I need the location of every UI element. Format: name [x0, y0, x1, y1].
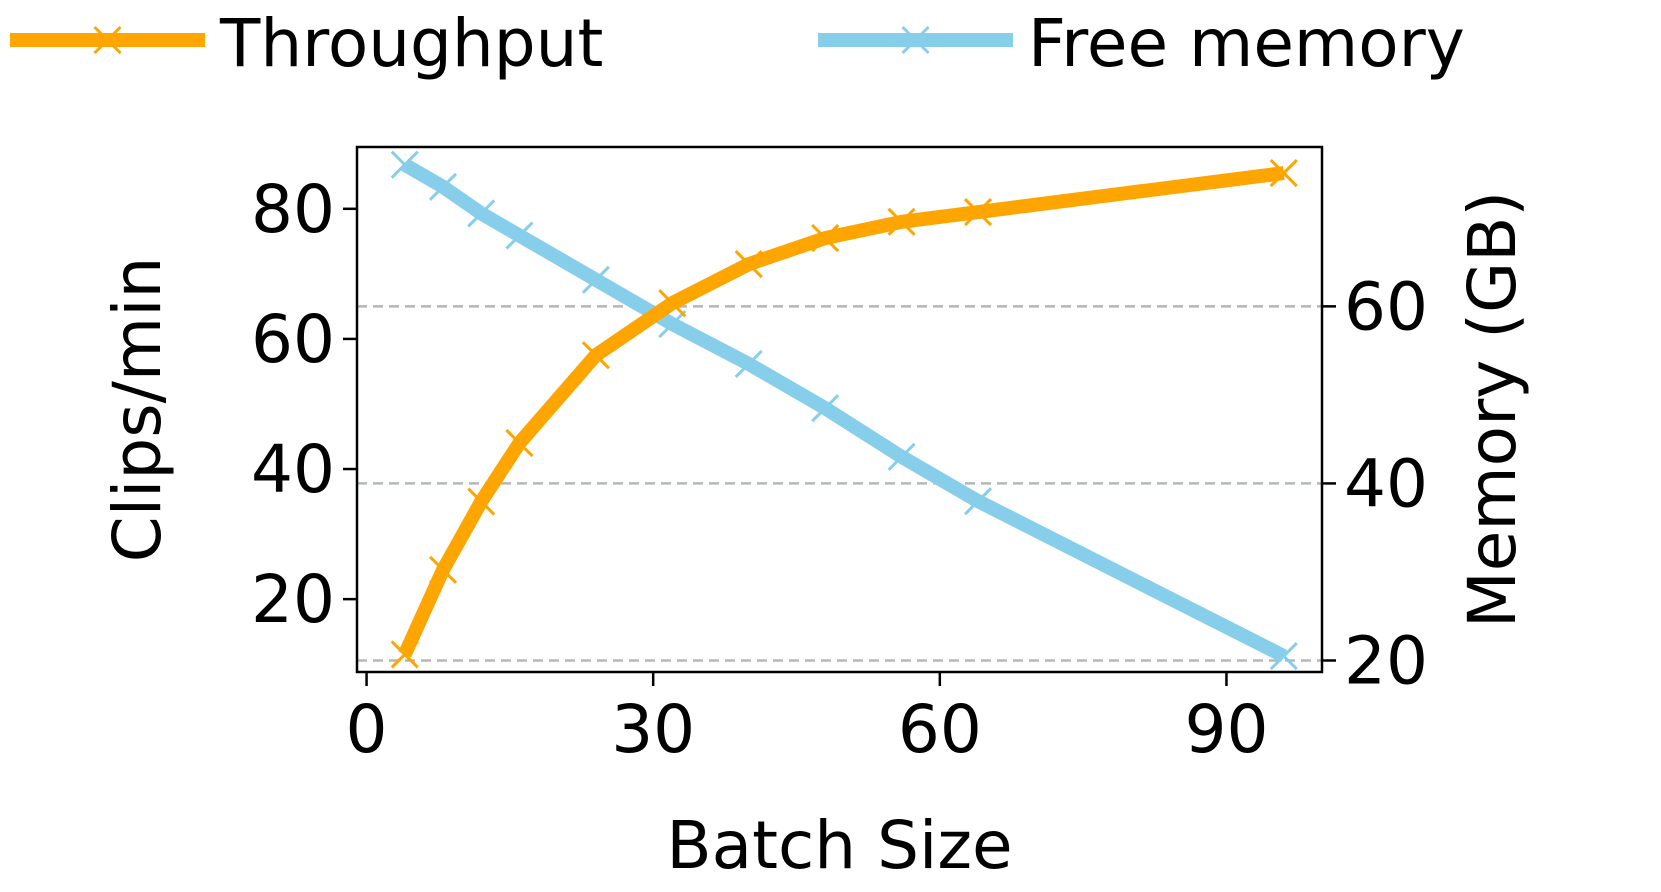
series-0-point-6	[734, 250, 763, 279]
x-tick-label-2: 60	[898, 691, 982, 768]
series-1-point-8	[887, 442, 916, 471]
x-axis: 0 30 60 90	[346, 672, 1268, 768]
series-0-point-0	[390, 640, 419, 669]
series-0-point-3	[505, 428, 534, 458]
y-axis-left: 20 40 60 80	[251, 171, 357, 638]
series-0-point-7	[811, 224, 840, 253]
series-0-point-1	[428, 555, 458, 584]
series-1-point-4	[581, 265, 610, 294]
legend-label-0: Throughput	[219, 5, 603, 82]
series-0-point-5	[658, 289, 687, 318]
x-axis-title: Batch Size	[666, 807, 1012, 884]
series-0-point-2	[467, 487, 496, 516]
grid	[357, 305, 1322, 662]
legend: Throughput Free memory	[10, 5, 1465, 82]
legend-item-0: Throughput	[10, 5, 603, 82]
series-1-point-10	[1269, 642, 1298, 671]
series-0-point-4	[581, 341, 610, 370]
y2-tick-label-2: 60	[1344, 268, 1428, 345]
y2-tick-label-1: 40	[1344, 445, 1428, 522]
series-1-point-2	[467, 199, 496, 228]
y-tick-label-2: 60	[251, 301, 335, 378]
series-1-point-9	[963, 487, 993, 516]
legend-marker-1	[901, 25, 930, 55]
y-tick-label-1: 40	[251, 431, 335, 508]
series-1-point-3	[505, 221, 534, 250]
y-tick-label-3: 80	[251, 171, 335, 248]
series-1-point-6	[734, 349, 763, 378]
y2-tick-label-0: 20	[1344, 622, 1428, 699]
legend-marker-0	[93, 25, 122, 55]
series-layer	[390, 150, 1298, 671]
series-1-point-0	[390, 150, 419, 179]
x-tick-label-0: 0	[346, 691, 388, 768]
series-0-point-9	[963, 197, 993, 227]
y-axis-title: Clips/min	[99, 257, 176, 563]
y2-axis-title: Memory (GB)	[1454, 191, 1531, 628]
y-tick-label-0: 20	[251, 561, 335, 638]
x-tick-label-1: 30	[611, 691, 695, 768]
series-1-point-1	[428, 172, 458, 201]
plot-frame	[355, 145, 1324, 674]
legend-label-1: Free memory	[1028, 5, 1465, 82]
series-0-point-8	[887, 207, 916, 236]
legend-item-1: Free memory	[818, 5, 1465, 82]
series-0-point-10	[1269, 158, 1298, 188]
series-1-point-7	[811, 394, 840, 423]
y-axis-right: 20 40 60	[1322, 268, 1428, 699]
x-tick-label-3: 90	[1184, 691, 1268, 768]
